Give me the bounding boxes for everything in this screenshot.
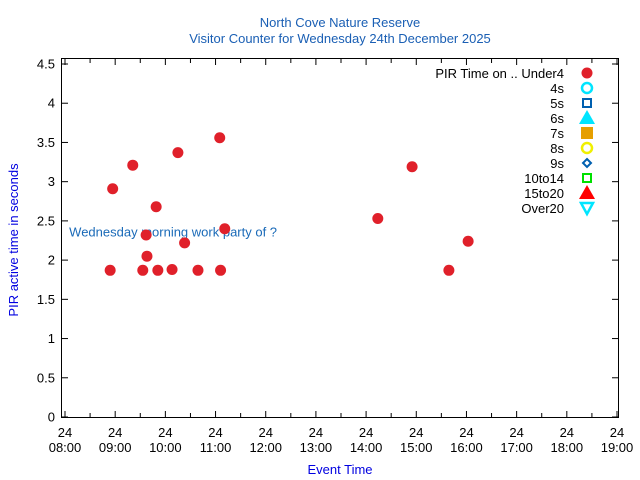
- y-tick-label: 0: [48, 410, 55, 425]
- legend-label: PIR Time on .. Under4: [435, 66, 564, 81]
- legend-label: 4s: [550, 81, 564, 96]
- data-point: [406, 161, 418, 173]
- legend-marker-4s: [580, 81, 594, 95]
- legend-label: 6s: [550, 111, 564, 126]
- x-tick-label-date: 24: [58, 425, 72, 440]
- data-point: [219, 223, 231, 235]
- x-tick-label: 19:00: [601, 440, 634, 455]
- legend-marker-6s: [579, 110, 595, 124]
- x-tick-label-date: 24: [108, 425, 122, 440]
- annotation: Wednesday morning work party of ?: [69, 225, 277, 240]
- x-tick-label: 15:00: [400, 440, 433, 455]
- data-point: [215, 264, 227, 276]
- plot-border: [61, 58, 619, 418]
- legend-label: 15to20: [524, 186, 564, 201]
- x-tick-label-date: 24: [409, 425, 423, 440]
- y-tick-label: 1.5: [37, 292, 55, 307]
- x-tick-label-date: 24: [359, 425, 373, 440]
- legend-label: 5s: [550, 96, 564, 111]
- x-tick-label-date: 24: [309, 425, 323, 440]
- y-tick-label: 1: [48, 331, 55, 346]
- data-point: [372, 213, 384, 225]
- legend-label: 7s: [550, 126, 564, 141]
- data-point: [462, 235, 474, 247]
- y-tick-label: 2.5: [37, 213, 55, 228]
- x-tick-label-date: 24: [208, 425, 222, 440]
- y-tick-label: 3.5: [37, 135, 55, 150]
- x-tick-label: 13:00: [300, 440, 333, 455]
- y-tick-label: 4: [48, 96, 55, 111]
- data-point: [214, 132, 226, 144]
- x-tick-label: 18:00: [551, 440, 584, 455]
- legend-marker-Under4: [581, 67, 593, 79]
- x-tick-label-date: 24: [258, 425, 272, 440]
- data-point: [137, 264, 149, 276]
- x-tick-label-date: 24: [509, 425, 523, 440]
- legend-marker-5s: [582, 98, 592, 108]
- data-point: [179, 237, 191, 249]
- data-point: [141, 250, 153, 262]
- legend-marker-15to20: [579, 185, 595, 199]
- legend-marker-9s: [581, 157, 593, 169]
- x-tick-label: 14:00: [350, 440, 383, 455]
- data-point: [166, 264, 178, 276]
- data-point: [152, 264, 164, 276]
- x-tick-label-date: 24: [158, 425, 172, 440]
- data-point: [140, 229, 152, 241]
- legend-marker-10to14: [582, 173, 592, 183]
- y-axis-label: PIR active time in seconds: [6, 163, 21, 317]
- x-tick-label: 16:00: [450, 440, 483, 455]
- chart-title: North Cove Nature Reserve: [260, 15, 420, 30]
- legend-label: 10to14: [524, 171, 564, 186]
- legend-label: 8s: [550, 141, 564, 156]
- x-tick-label-date: 24: [459, 425, 473, 440]
- data-point: [443, 264, 455, 276]
- y-tick-label: 3: [48, 174, 55, 189]
- y-tick-label: 0.5: [37, 370, 55, 385]
- x-tick-label-date: 24: [560, 425, 574, 440]
- legend-label: Over20: [521, 201, 564, 216]
- data-point: [150, 201, 162, 213]
- x-tick-label-date: 24: [610, 425, 624, 440]
- legend-marker-7s: [581, 127, 593, 139]
- x-tick-label: 09:00: [99, 440, 132, 455]
- x-tick-label: 10:00: [149, 440, 182, 455]
- legend-marker-8s: [580, 141, 594, 155]
- y-tick-label: 4.5: [37, 57, 55, 72]
- y-tick-label: 2: [48, 253, 55, 268]
- x-axis-label: Event Time: [307, 462, 372, 477]
- data-point: [127, 159, 139, 171]
- x-tick-label: 12:00: [249, 440, 282, 455]
- legend-label: 9s: [550, 156, 564, 171]
- data-point: [172, 147, 184, 159]
- data-point: [104, 264, 116, 276]
- x-tick-label: 08:00: [49, 440, 82, 455]
- data-point: [192, 264, 204, 276]
- x-tick-label: 11:00: [200, 440, 232, 455]
- legend-marker-Over20: [578, 201, 596, 217]
- data-point: [107, 183, 119, 195]
- chart-subtitle: Visitor Counter for Wednesday 24th Decem…: [189, 31, 491, 46]
- x-tick-label: 17:00: [500, 440, 533, 455]
